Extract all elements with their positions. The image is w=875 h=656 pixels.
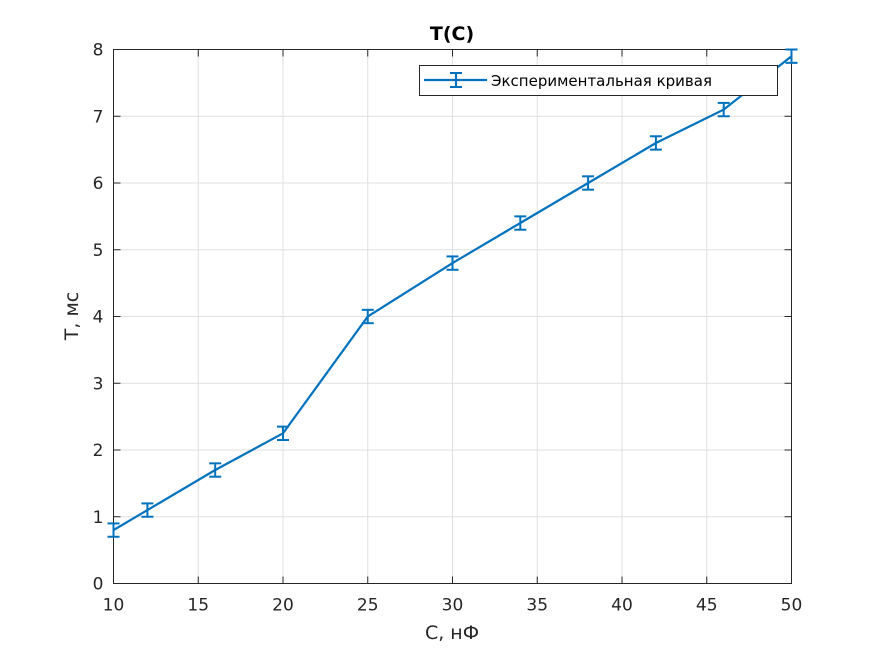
- x-tick-label: 15: [187, 596, 209, 616]
- series: [107, 48, 798, 538]
- x-tick-label: 50: [781, 596, 803, 616]
- error-bar: [209, 462, 222, 478]
- x-axis-label: C, нФ: [425, 622, 479, 644]
- y-tick-label: 0: [93, 575, 104, 595]
- chart-title: T(C): [430, 23, 474, 45]
- error-bar: [141, 502, 154, 518]
- error-bar: [514, 215, 527, 231]
- y-tick-label: 6: [93, 174, 104, 194]
- x-tick-label: 30: [442, 596, 464, 616]
- y-tick-label: 4: [93, 308, 104, 328]
- x-tick-label: 35: [526, 596, 548, 616]
- legend-entry-label: Экспериментальная кривая: [491, 72, 712, 90]
- error-bar: [361, 308, 374, 325]
- legend: Экспериментальная кривая: [419, 65, 778, 96]
- y-tick-label: 7: [93, 107, 104, 127]
- x-tick-label: 10: [103, 596, 125, 616]
- y-tick-label: 8: [93, 41, 104, 61]
- error-bar: [785, 48, 798, 64]
- error-bar: [649, 135, 662, 151]
- y-tick-label: 3: [93, 374, 104, 394]
- error-bar: [582, 175, 595, 191]
- x-tick-label: 40: [611, 596, 633, 616]
- y-tick-label: 2: [93, 441, 104, 461]
- y-axis-label: T, мс: [61, 292, 83, 341]
- error-bar: [107, 522, 120, 538]
- grid: [113, 49, 792, 584]
- error-bar: [277, 425, 289, 441]
- x-tick-label: 25: [357, 596, 379, 616]
- y-tick-label: 1: [93, 508, 104, 528]
- error-bar: [446, 255, 459, 271]
- error-bar: [717, 101, 730, 118]
- x-tick-label: 20: [272, 596, 294, 616]
- x-tick-label: 45: [696, 596, 718, 616]
- y-tick-label: 5: [93, 241, 104, 261]
- legend-symbol: [424, 72, 487, 88]
